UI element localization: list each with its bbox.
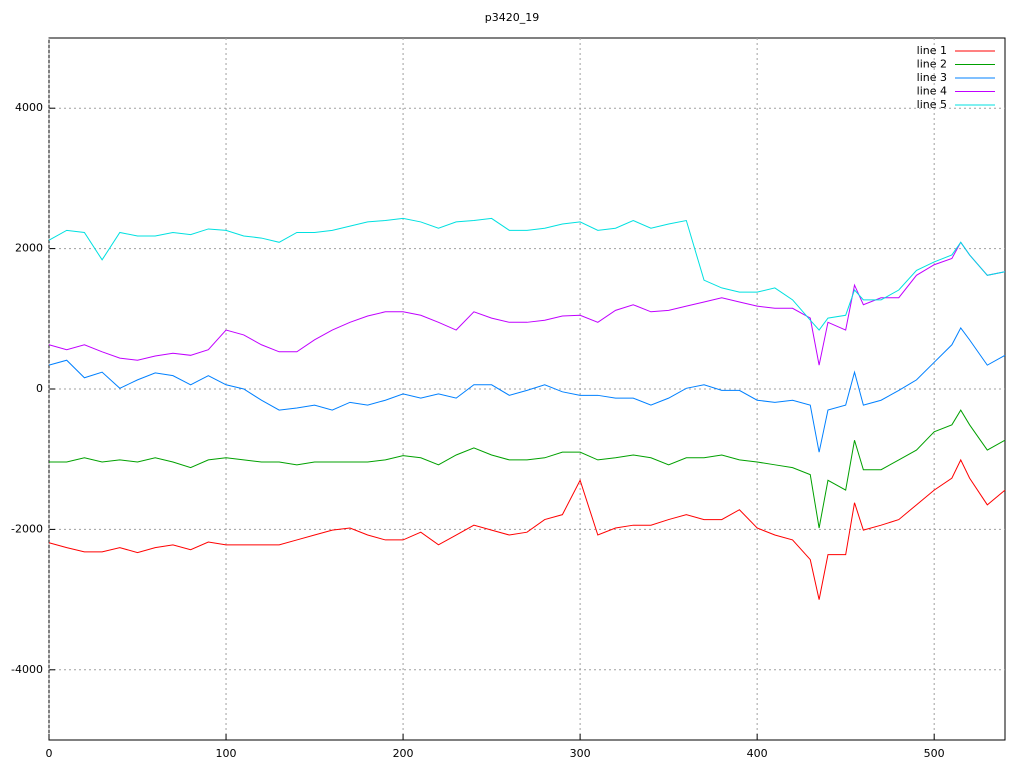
legend-label: line 5 bbox=[917, 98, 947, 111]
plot-frame bbox=[48, 37, 1006, 741]
series-line bbox=[48, 217, 1006, 331]
y-tick-label: 4000 bbox=[15, 101, 43, 114]
x-tick-label: 0 bbox=[46, 747, 53, 760]
x-tick-label: 500 bbox=[924, 747, 945, 760]
legend-label: line 1 bbox=[917, 44, 947, 57]
legend-label: line 2 bbox=[917, 58, 947, 71]
series-line bbox=[48, 326, 1006, 453]
x-tick-label: 100 bbox=[216, 747, 237, 760]
y-tick-label: -2000 bbox=[11, 522, 43, 535]
series-line bbox=[48, 241, 1006, 366]
y-tick-label: 2000 bbox=[15, 242, 43, 255]
x-tick-label: 300 bbox=[570, 747, 591, 760]
x-tick-label: 400 bbox=[747, 747, 768, 760]
y-tick-label: -4000 bbox=[11, 663, 43, 676]
series-line bbox=[49, 409, 1006, 529]
x-tick-label: 200 bbox=[393, 747, 414, 760]
legend-label: line 3 bbox=[917, 71, 947, 84]
legend-label: line 4 bbox=[917, 85, 947, 98]
chart-title: p3420_19 bbox=[485, 11, 539, 24]
series-line bbox=[48, 458, 1006, 600]
y-tick-label: 0 bbox=[36, 382, 43, 395]
